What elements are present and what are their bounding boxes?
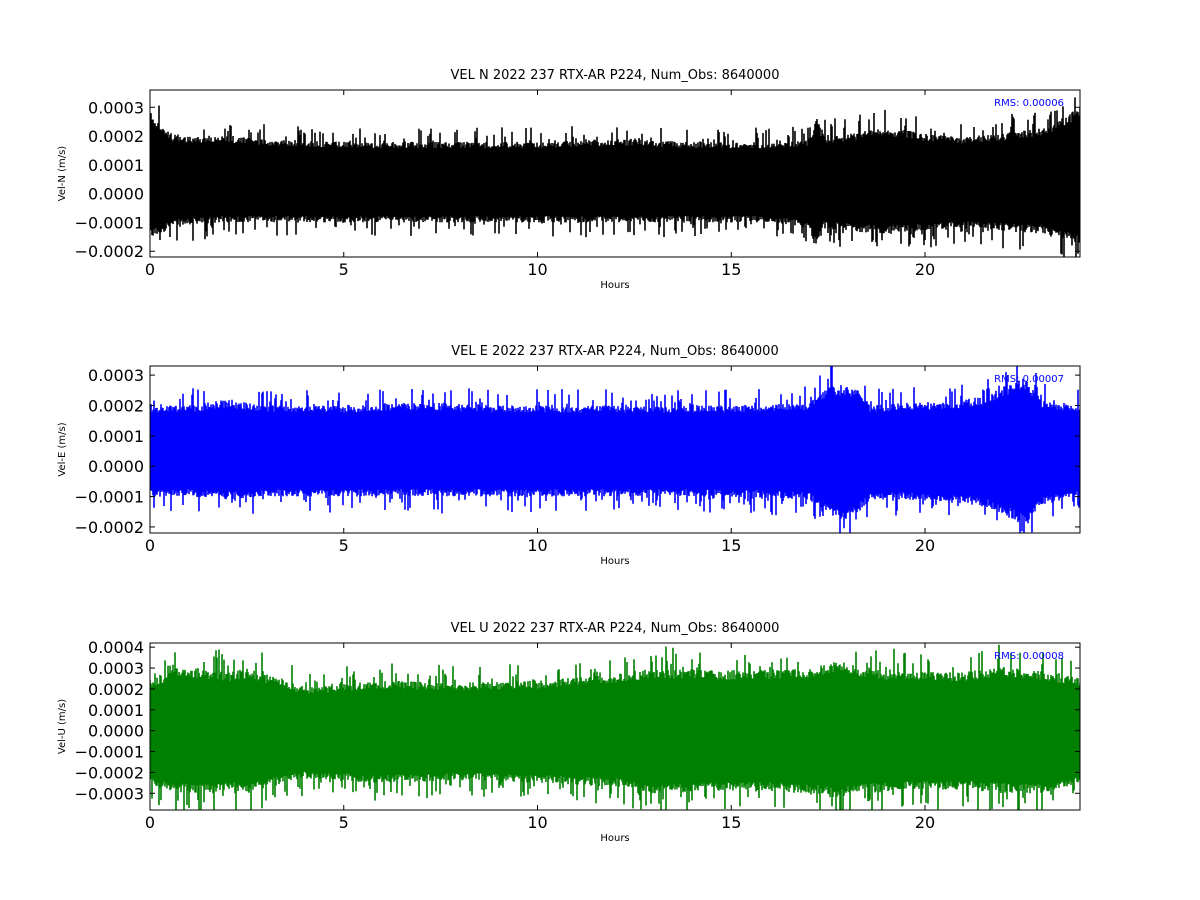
y-tick-label: 0.0004: [88, 638, 144, 657]
series-e: [150, 366, 1080, 533]
chart-title: VEL N 2022 237 RTX-AR P224, Num_Obs: 864…: [451, 68, 780, 83]
y-tick-label: −0.0002: [75, 763, 144, 782]
y-tick-label: 0.0002: [88, 127, 144, 146]
x-tick-label: 5: [339, 260, 349, 279]
y-axis-label: Vel-U (m/s): [57, 699, 68, 754]
y-tick-label: 0.0001: [88, 701, 144, 720]
x-tick-label: 10: [527, 260, 547, 279]
rms-annotation: RMS: 0.00006: [994, 98, 1064, 109]
x-tick-label: 15: [721, 260, 741, 279]
x-tick-label: 20: [915, 536, 935, 555]
y-tick-label: 0.0002: [88, 396, 144, 415]
panel-e: VEL E 2022 237 RTX-AR P224, Num_Obs: 864…: [57, 344, 1081, 567]
x-tick-label: 0: [145, 813, 155, 832]
x-axis-label: Hours: [600, 833, 629, 844]
series-u: [150, 644, 1080, 810]
y-tick-label: 0.0000: [88, 722, 144, 741]
y-tick-label: 0.0001: [88, 156, 144, 175]
series-line-u: [150, 644, 1080, 810]
y-axis-label: Vel-E (m/s): [57, 422, 68, 476]
rms-annotation: RMS: 0.00007: [994, 374, 1064, 385]
rms-annotation: RMS: 0.00008: [994, 651, 1064, 662]
y-tick-label: 0.0000: [88, 185, 144, 204]
y-axis-label: Vel-N (m/s): [57, 146, 68, 201]
x-tick-label: 0: [145, 536, 155, 555]
series-line-n: [150, 97, 1080, 257]
x-tick-label: 10: [527, 536, 547, 555]
x-tick-label: 15: [721, 813, 741, 832]
y-tick-label: 0.0003: [88, 659, 144, 678]
plot-frame: [149, 642, 1081, 811]
x-tick-label: 20: [915, 813, 935, 832]
x-axis-label: Hours: [600, 280, 629, 291]
panel-u: VEL U 2022 237 RTX-AR P224, Num_Obs: 864…: [57, 621, 1081, 844]
x-tick-label: 5: [339, 536, 349, 555]
y-tick-label: 0.0001: [88, 427, 144, 446]
x-tick-label: 5: [339, 813, 349, 832]
x-tick-label: 10: [527, 813, 547, 832]
x-tick-label: 15: [721, 536, 741, 555]
x-axis-label: Hours: [600, 556, 629, 567]
y-tick-label: −0.0001: [75, 213, 144, 232]
y-tick-label: 0.0003: [88, 98, 144, 117]
y-tick-label: 0.0003: [88, 366, 144, 385]
y-tick-label: −0.0003: [75, 784, 144, 803]
series-n: [150, 97, 1080, 257]
plot-frame: [149, 365, 1081, 534]
chart-title: VEL U 2022 237 RTX-AR P224, Num_Obs: 864…: [451, 621, 780, 636]
x-tick-label: 0: [145, 260, 155, 279]
y-tick-label: 0.0002: [88, 680, 144, 699]
panel-n: VEL N 2022 237 RTX-AR P224, Num_Obs: 864…: [57, 68, 1081, 291]
y-tick-label: −0.0002: [75, 518, 144, 537]
x-tick-label: 20: [915, 260, 935, 279]
y-tick-label: 0.0000: [88, 457, 144, 476]
series-line-e: [150, 366, 1080, 533]
y-tick-label: −0.0001: [75, 743, 144, 762]
plot-frame: [149, 89, 1081, 258]
chart-title: VEL E 2022 237 RTX-AR P224, Num_Obs: 864…: [451, 344, 778, 359]
y-tick-label: −0.0001: [75, 488, 144, 507]
y-tick-label: −0.0002: [75, 242, 144, 261]
